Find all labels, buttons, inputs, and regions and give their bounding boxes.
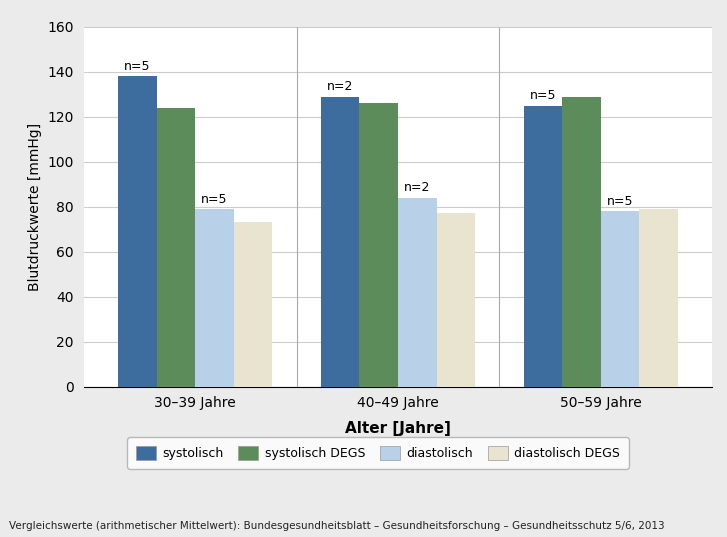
Bar [523,106,563,387]
Text: n=5: n=5 [607,195,633,208]
Text: Vergleichswerte (arithmetischer Mittelwert): Bundesgesundheitsblatt – Gesundheit: Vergleichswerte (arithmetischer Mittelwe… [9,520,664,531]
Bar [118,76,156,387]
Bar [195,209,233,387]
Legend: systolisch, systolisch DEGS, diastolisch, diastolisch DEGS: systolisch, systolisch DEGS, diastolisch… [127,438,629,469]
Text: n=2: n=2 [404,182,430,194]
Bar [359,103,398,387]
Bar [156,108,195,387]
Bar [398,198,437,387]
Text: n=2: n=2 [327,80,353,93]
Y-axis label: Blutdruckwerte [mmHg]: Blutdruckwerte [mmHg] [28,122,42,291]
Bar [601,211,640,387]
Text: n=5: n=5 [124,60,150,73]
Text: n=5: n=5 [530,89,556,102]
Bar [321,97,359,387]
Bar [437,214,475,387]
Text: n=5: n=5 [201,193,228,206]
X-axis label: Alter [Jahre]: Alter [Jahre] [345,422,451,437]
Bar [640,209,678,387]
Bar [233,222,273,387]
Bar [563,97,601,387]
